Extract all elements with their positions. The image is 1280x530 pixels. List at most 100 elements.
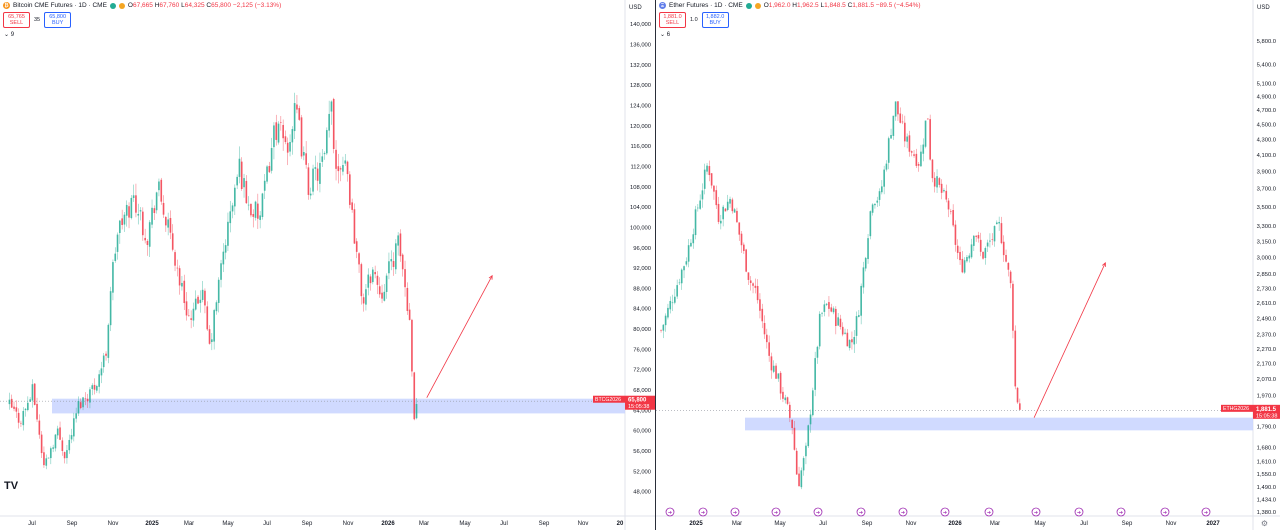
- right-event-marker-glyph: ➜: [1077, 510, 1081, 516]
- btc-buy-button[interactable]: 65,800 BUY: [44, 12, 72, 28]
- right-candle-body: [699, 200, 701, 209]
- left-candle-body: [227, 221, 229, 246]
- left-currency-label: USD: [629, 5, 642, 11]
- left-x-tick-label: 20: [617, 521, 624, 527]
- right-candle-body: [837, 317, 839, 326]
- left-candle-body: [185, 301, 188, 316]
- right-y-tick-label: 4,100.0: [1257, 153, 1276, 159]
- market-open-indicator-icon: [745, 2, 752, 9]
- left-candle-body: [344, 160, 347, 164]
- left-candle-body: [335, 149, 337, 169]
- right-candle-body: [956, 245, 959, 253]
- left-candle-body: [204, 290, 206, 306]
- right-candle-body: [841, 326, 844, 335]
- right-x-tick-label: May: [1034, 521, 1045, 527]
- right-candle-body: [920, 151, 922, 167]
- right-candle-body: [991, 239, 994, 240]
- left-last-price-label: 65,800: [628, 398, 647, 404]
- left-candle-body: [378, 286, 381, 295]
- right-candle-body: [968, 255, 971, 259]
- right-event-marker-icon: [771, 507, 781, 517]
- left-candle-body: [210, 339, 213, 343]
- eth-sell-button[interactable]: 1,881.0 SELL: [659, 12, 686, 28]
- left-candle-body: [284, 136, 287, 143]
- left-candle-body: [169, 217, 172, 233]
- left-y-tick-label: 116,000: [630, 144, 651, 150]
- left-candle-body: [15, 407, 18, 412]
- delayed-data-icon: [754, 2, 761, 9]
- left-candle-body: [148, 222, 151, 247]
- left-candle-body: [95, 385, 98, 391]
- right-candle-body: [811, 390, 814, 416]
- right-candle-body: [719, 220, 722, 224]
- right-candle-body: [807, 425, 810, 447]
- eth-chart-pane[interactable]: USD 5,800.0 5,400.0 5,100.0 4,900.0 4,700.0 4,…: [656, 0, 1280, 530]
- btc-chart-canvas[interactable]: USD 140,000 136,000 132,000 128,000 124,000 12…: [0, 0, 655, 530]
- left-candle-body: [346, 161, 349, 175]
- left-candle-body: [337, 166, 340, 172]
- right-candle-body: [954, 224, 957, 245]
- left-candle-body: [151, 207, 153, 225]
- right-candle-body: [706, 165, 708, 172]
- left-candle-body: [245, 180, 248, 204]
- eth-indicators-toggle[interactable]: ⌄ 6: [660, 32, 671, 38]
- right-candle-body: [993, 226, 996, 242]
- left-candle-body: [52, 447, 54, 449]
- left-x-tick-label: Sep: [539, 521, 550, 527]
- right-y-tick-label: 5,100.0: [1257, 81, 1276, 87]
- left-x-tick-label: Sep: [302, 521, 313, 527]
- right-candle-body: [1007, 262, 1010, 270]
- right-candle-body: [768, 342, 770, 356]
- right-x-tick-label: 2025: [689, 521, 703, 527]
- eth-chart-canvas[interactable]: USD 5,800.0 5,400.0 5,100.0 4,900.0 4,700.0 4,…: [656, 0, 1280, 530]
- right-candle-body: [664, 315, 667, 326]
- right-candle-body: [931, 159, 934, 179]
- left-candle-body: [351, 202, 353, 210]
- left-x-tick-label: May: [459, 521, 470, 527]
- left-candle-body: [399, 233, 402, 257]
- right-event-marker-glyph: ➜: [774, 510, 778, 516]
- left-candle-body: [38, 420, 41, 435]
- ether-icon: Ξ: [659, 2, 666, 9]
- left-candle-body: [174, 252, 176, 266]
- btc-chart-pane[interactable]: USD 140,000 136,000 132,000 128,000 124,000 12…: [0, 0, 655, 530]
- right-ticker-tag-bg: [1221, 404, 1253, 412]
- left-candle-body: [72, 418, 75, 437]
- left-x-tick-label: Nov: [343, 521, 354, 527]
- right-candle-body: [848, 339, 851, 348]
- left-x-tick-label: Nov: [108, 521, 119, 527]
- right-candle-body: [782, 391, 784, 399]
- left-candle-body: [89, 389, 91, 403]
- left-candle-body: [222, 251, 225, 265]
- left-candle-body: [192, 308, 195, 321]
- right-candle-body: [710, 173, 713, 186]
- chevron-down-icon: ⌄: [4, 32, 10, 38]
- right-candle-body: [869, 211, 872, 237]
- right-candle-body: [1005, 254, 1007, 262]
- right-y-tick-label: 2,170.0: [1257, 362, 1276, 368]
- gear-icon[interactable]: ⚙: [1260, 519, 1268, 528]
- left-candle-body: [342, 165, 344, 172]
- right-y-tick-label: 2,270.0: [1257, 347, 1276, 353]
- right-y-tick-label: 3,300.0: [1257, 224, 1276, 230]
- right-projection-arrow: [1033, 262, 1106, 418]
- pane-divider[interactable]: [655, 0, 656, 530]
- btc-indicators-toggle[interactable]: ⌄ 9: [4, 32, 15, 38]
- left-candle-body: [100, 368, 103, 376]
- right-candle-body: [713, 185, 715, 192]
- right-candle-body: [791, 419, 793, 428]
- right-candle-body: [793, 427, 796, 450]
- btc-sell-button[interactable]: 65,765 SELL: [3, 12, 30, 28]
- left-candle-body: [45, 458, 48, 466]
- right-candle-body: [786, 397, 789, 404]
- tradingview-logo[interactable]: TV: [4, 480, 19, 492]
- left-candle-body: [199, 299, 202, 303]
- left-candle-body: [277, 123, 280, 143]
- eth-symbol-title[interactable]: Ether Futures · 1D · CME: [669, 2, 743, 9]
- left-candle-body: [91, 385, 94, 389]
- left-candle-body: [160, 179, 163, 202]
- left-y-tick-label: 100,000: [630, 225, 651, 231]
- btc-symbol-title[interactable]: Bitcoin CME Futures · 1D · CME: [13, 2, 107, 9]
- eth-buy-button[interactable]: 1,882.0 BUY: [701, 12, 729, 28]
- right-y-tick-label: 1,680.0: [1257, 445, 1276, 451]
